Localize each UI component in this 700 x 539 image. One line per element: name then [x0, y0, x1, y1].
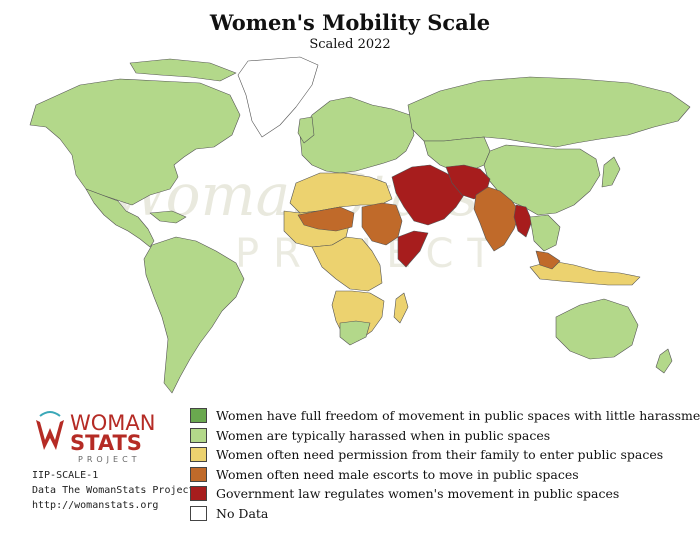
map-subtitle: Scaled 2022: [309, 37, 391, 52]
womanstats-logo: WOMAN STATS PROJECT: [36, 411, 156, 464]
legend-label: No Data: [216, 505, 269, 521]
legend-item: No Data: [190, 504, 695, 524]
region-australia: [555, 298, 639, 360]
legend-label: Government law regulates women's movemen…: [216, 486, 620, 502]
region-malaysia: [535, 250, 561, 270]
region-myanmar: [513, 204, 533, 238]
logo-line1: WOMAN: [70, 411, 156, 435]
region-central-america: [85, 188, 155, 248]
legend-label: Women often need permission from their f…: [216, 447, 664, 463]
logo-emblem-icon: [36, 411, 64, 450]
logo-line3: PROJECT: [78, 455, 141, 464]
region-japan: [601, 156, 621, 188]
legend-label: Women often need male escorts to move in…: [216, 466, 579, 482]
credit-url: http://womanstats.org: [32, 500, 159, 511]
legend-swatch: [190, 505, 207, 521]
region-europe: [299, 96, 415, 174]
region-sahel: [297, 206, 355, 232]
legend-item: Women have full freedom of movement in p…: [190, 406, 700, 426]
region-madagascar: [393, 292, 409, 324]
legend-label: Women are typically harassed when in pub…: [216, 427, 551, 443]
region-south-asia: [473, 186, 521, 252]
map-legend: Women have full freedom of movement in p…: [190, 406, 700, 524]
region-southeast-asia: [529, 214, 561, 252]
credit-source: Data The WomanStats Project: [32, 485, 195, 496]
region-north-america: [29, 78, 241, 206]
region-horn-of-africa: [397, 230, 429, 268]
legend-swatch: [190, 427, 207, 443]
logo-line2: STATS: [70, 431, 142, 455]
legend-swatch: [190, 408, 207, 424]
legend-swatch: [190, 447, 207, 463]
region-arabian-peninsula: [391, 164, 465, 226]
map-title: Women's Mobility Scale: [209, 10, 491, 35]
legend-label: Women have full freedom of movement in p…: [216, 408, 700, 424]
legend-swatch: [190, 486, 207, 502]
region-caribbean: [149, 210, 187, 224]
region-south-africa: [339, 320, 371, 346]
region-greenland: [237, 56, 319, 138]
region-south-america: [143, 236, 245, 394]
region-new-zealand: [655, 348, 673, 374]
region-russia: [407, 76, 691, 148]
legend-item: Government law regulates women's movemen…: [190, 484, 695, 504]
legend-item: Women often need male escorts to move in…: [190, 465, 695, 485]
region-arctic-islands: [129, 58, 237, 82]
world-map: WomanStats PROJECT: [29, 56, 691, 394]
credit-scale-id: IIP-SCALE-1: [32, 470, 99, 481]
credits: IIP-SCALE-1 Data The WomanStats Project …: [32, 468, 195, 513]
legend-item: Women often need permission from their f…: [190, 445, 695, 465]
legend-item: Women are typically harassed when in pub…: [190, 426, 695, 446]
region-indonesia: [529, 260, 641, 286]
region-british-isles: [297, 116, 315, 144]
region-central-africa: [311, 236, 383, 292]
legend-swatch: [190, 466, 207, 482]
